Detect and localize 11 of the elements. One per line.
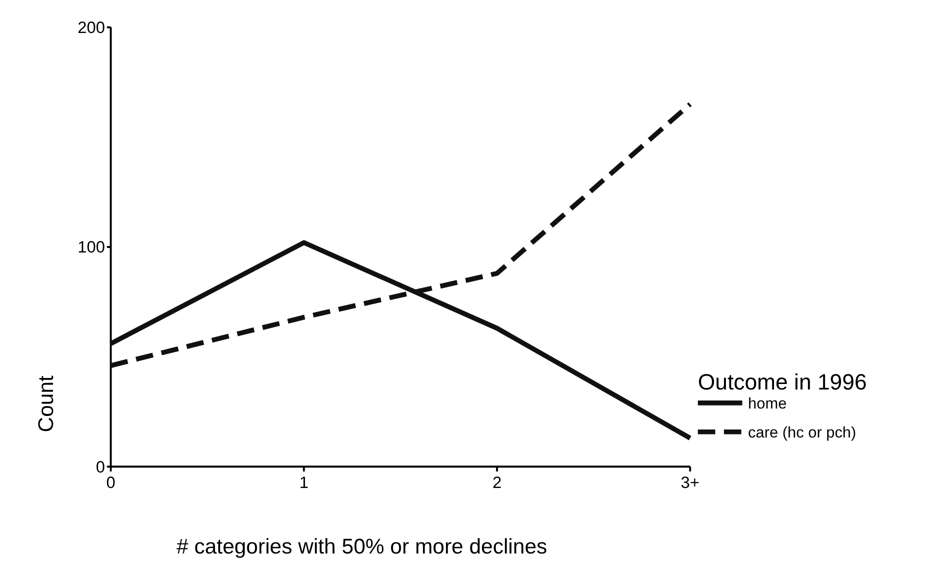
x-tick-label: 1 [299,474,308,492]
y-tick-label: 200 [78,19,105,38]
x-axis-title: # categories with 50% or more declines [176,534,548,559]
legend-label: home [748,395,787,412]
x-tick-label: 3+ [680,474,700,492]
y-axis-title: Count [34,375,58,432]
legend-title: Outcome in 1996 [698,369,867,394]
y-tick-label: 0 [96,458,105,476]
legend-label: care (hc or pch) [748,424,856,442]
x-tick-label: 2 [492,474,502,492]
y-tick-label: 100 [78,238,105,257]
